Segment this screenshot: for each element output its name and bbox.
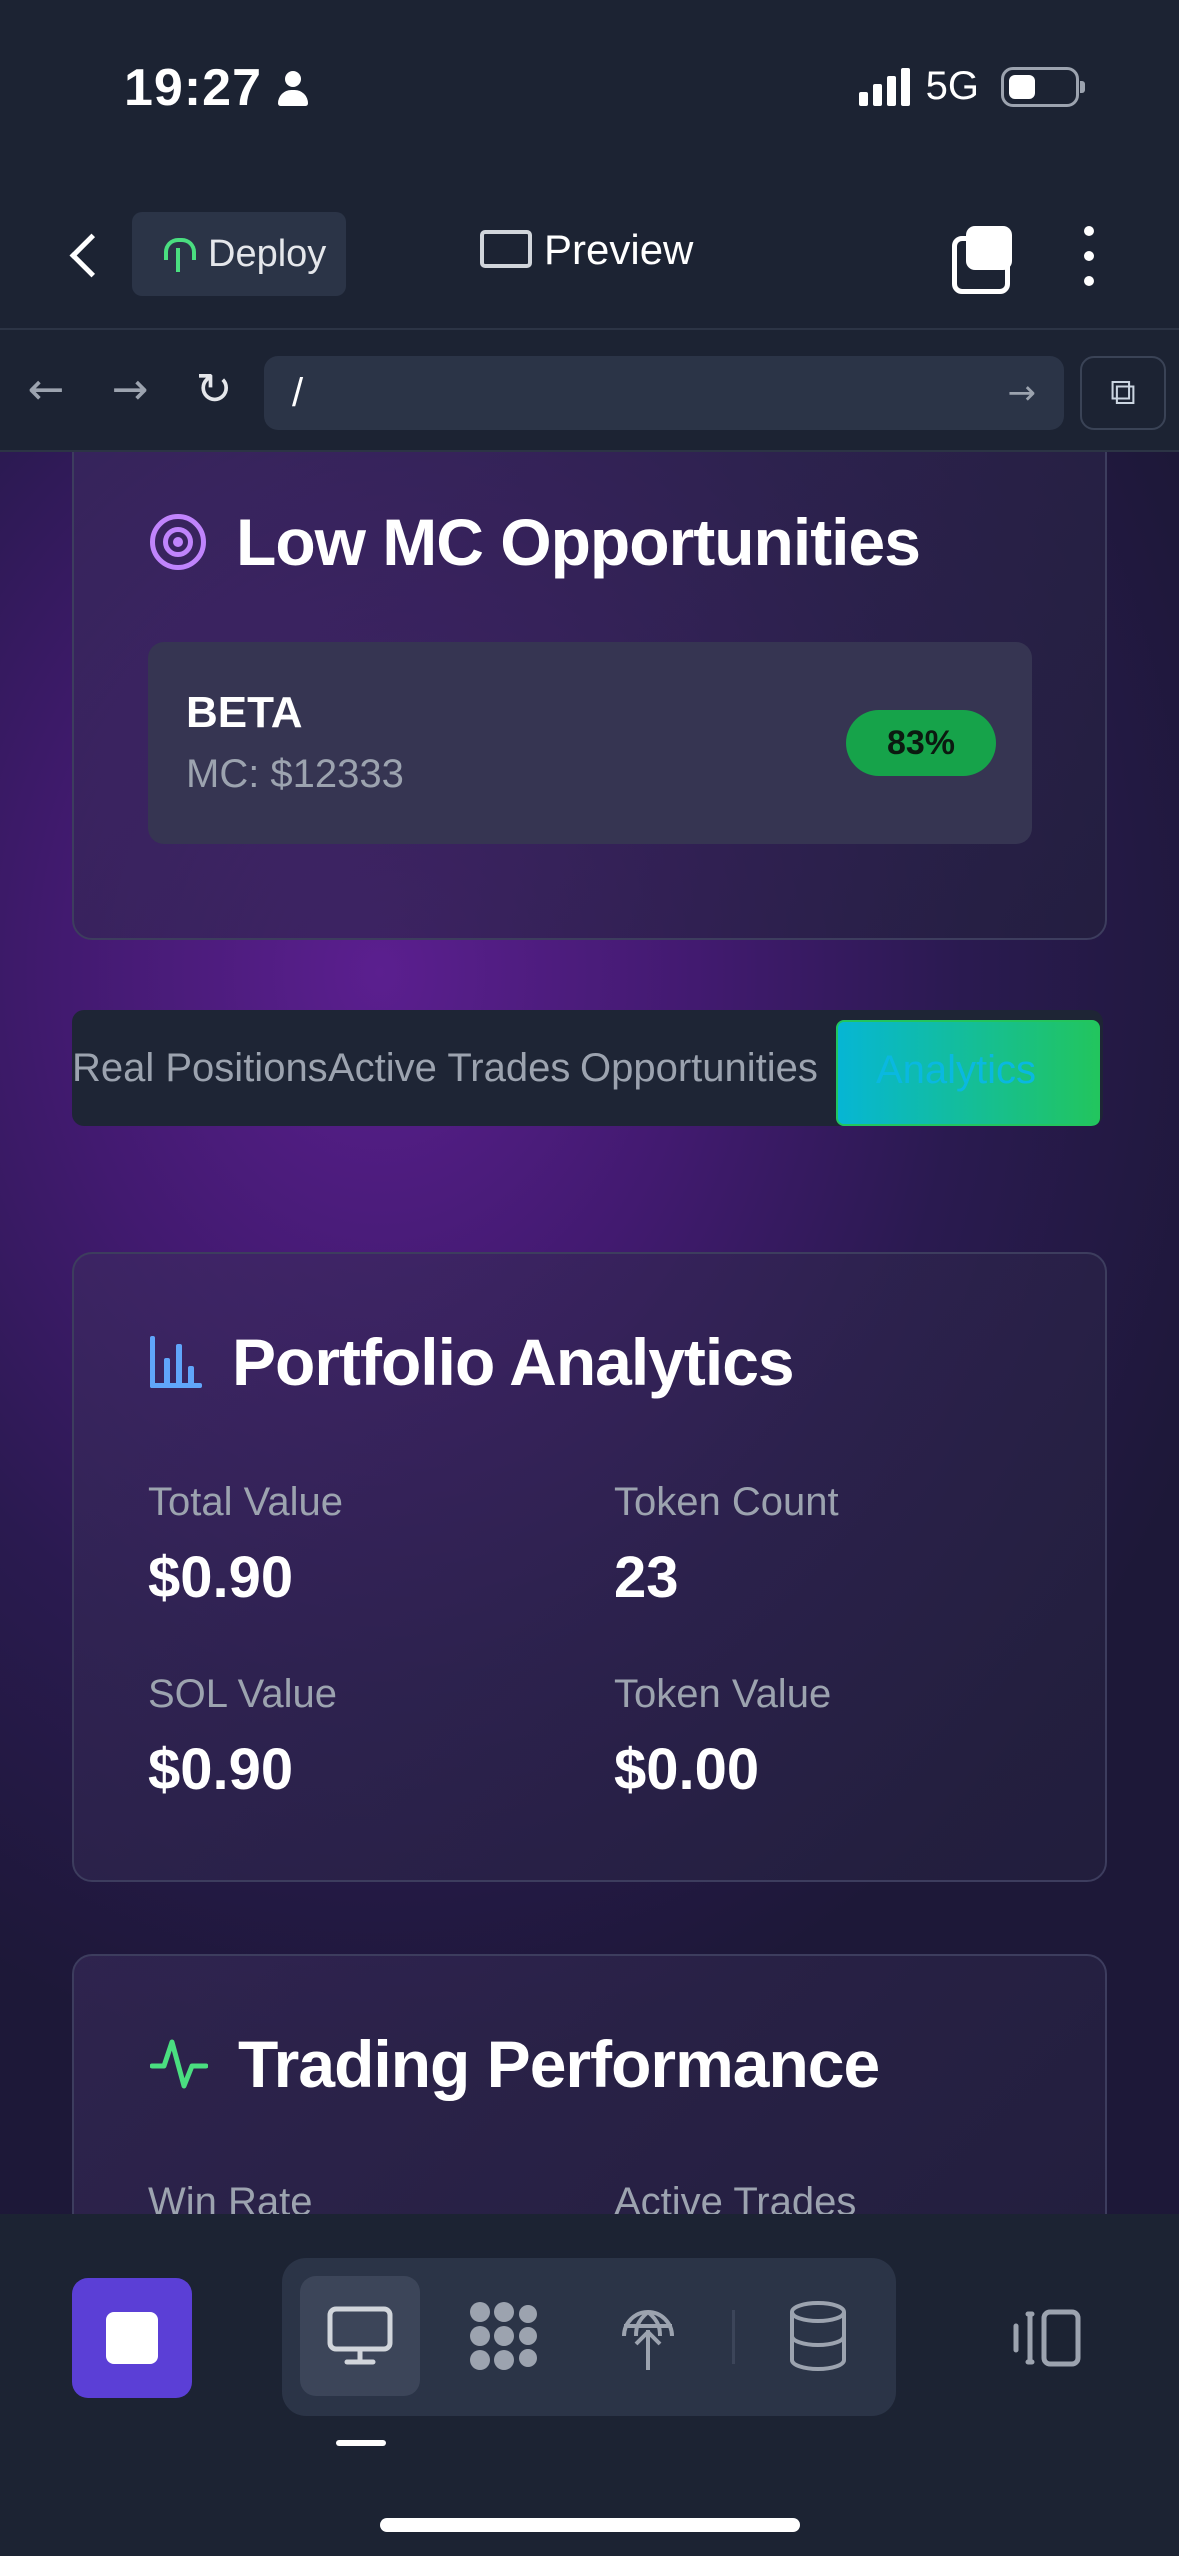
- stat-label-total-value: Total Value: [148, 1480, 343, 1524]
- open-external-icon[interactable]: ⧉: [1080, 356, 1166, 430]
- home-indicator[interactable]: [380, 2518, 800, 2532]
- person-icon: [276, 69, 310, 107]
- performance-title-text: Trading Performance: [238, 2027, 880, 2101]
- deploy-globe-icon: [622, 2310, 674, 2370]
- packages-icon: [470, 2302, 537, 2370]
- tool-group: [282, 2258, 896, 2416]
- clock-time: 19:27: [124, 59, 262, 117]
- stat-label-win-rate: Win Rate: [148, 2180, 313, 2214]
- activity-icon: [150, 2039, 208, 2089]
- url-text: /: [292, 370, 304, 415]
- opportunity-symbol: BETA: [186, 688, 303, 737]
- stat-value-sol-value: $0.90: [148, 1737, 294, 1802]
- performance-card: Trading Performance Win Rate Active Trad…: [72, 1954, 1107, 2214]
- stop-icon[interactable]: [72, 2278, 192, 2398]
- go-arrow-icon[interactable]: →: [1007, 373, 1037, 413]
- performance-title: Trading Performance: [150, 2026, 880, 2102]
- database-tool-button[interactable]: [758, 2276, 878, 2396]
- preview-label: Preview: [544, 226, 694, 273]
- bottom-toolbar: [0, 2214, 1179, 2556]
- deploy-tool-button[interactable]: [588, 2276, 708, 2396]
- battery-icon: [1001, 66, 1085, 107]
- more-icon[interactable]: [1076, 226, 1102, 286]
- stat-value-token-value: $0.00: [614, 1737, 760, 1802]
- opportunity-mc: MC: $12333: [186, 752, 404, 796]
- app-header: Deploy Preview: [0, 180, 1179, 330]
- stat-label-active-trades: Active Trades: [614, 2180, 857, 2214]
- stat-label-token-value: Token Value: [614, 1672, 832, 1716]
- stat-label-sol-value: SOL Value: [148, 1672, 338, 1716]
- reload-icon[interactable]: ↻: [195, 364, 233, 415]
- signal-icon: [858, 67, 910, 106]
- active-tool-indicator: [336, 2440, 386, 2446]
- clock: 19:27: [124, 58, 310, 118]
- tab-active-trades[interactable]: Active Trades: [328, 1046, 571, 1090]
- tab-analytics[interactable]: Analytics: [836, 1020, 1100, 1126]
- analytics-title-text: Portfolio Analytics: [232, 1325, 795, 1399]
- tab-real-positions[interactable]: Real Positions: [72, 1046, 328, 1090]
- back-icon[interactable]: [58, 226, 108, 286]
- monitor-icon: [480, 230, 532, 270]
- opportunities-title: Low MC Opportunities: [150, 504, 921, 580]
- bar-chart-icon: [150, 1336, 202, 1388]
- preview-tool-button[interactable]: [300, 2276, 420, 2396]
- status-indicators: 5G: [858, 64, 1085, 109]
- deploy-button[interactable]: Deploy: [132, 212, 346, 296]
- preview-content: Low MC Opportunities BETA MC: $12333 83%…: [0, 452, 1179, 2214]
- network-label: 5G: [925, 64, 979, 108]
- arrow-right-icon[interactable]: →: [111, 364, 149, 415]
- preview-tab[interactable]: Preview: [480, 226, 693, 274]
- deploy-label: Deploy: [208, 232, 327, 275]
- opportunities-title-text: Low MC Opportunities: [236, 505, 921, 579]
- database-icon: [790, 2301, 846, 2371]
- side-panel-icon[interactable]: [1010, 2308, 1082, 2368]
- tabs-icon[interactable]: [952, 226, 1014, 294]
- stat-label-token-count: Token Count: [614, 1480, 839, 1524]
- status-bar: 19:27 5G: [0, 0, 1179, 180]
- stat-value-total-value: $0.90: [148, 1545, 294, 1610]
- analytics-card: Portfolio Analytics Total Value $0.90 To…: [72, 1252, 1107, 1882]
- target-icon: [150, 514, 206, 570]
- tool-divider: [732, 2310, 735, 2364]
- arrow-left-icon[interactable]: ←: [27, 364, 65, 415]
- opportunity-item[interactable]: BETA MC: $12333 83%: [148, 642, 1032, 844]
- url-input[interactable]: / →: [264, 356, 1064, 430]
- stat-value-token-count: 23: [614, 1545, 679, 1610]
- tab-bar: Real Positions Active Trades Opportuniti…: [72, 1010, 1103, 1126]
- deploy-icon: [162, 236, 196, 272]
- opportunities-card: Low MC Opportunities BETA MC: $12333 83%: [72, 452, 1107, 940]
- analytics-title: Portfolio Analytics: [150, 1324, 795, 1400]
- packages-tool-button[interactable]: [444, 2276, 564, 2396]
- monitor-icon: [327, 2306, 393, 2365]
- browser-bar: ← → ↻ / → ⧉: [0, 332, 1179, 452]
- tab-opportunities[interactable]: Opportunities: [580, 1046, 818, 1090]
- opportunity-score-badge: 83%: [846, 710, 996, 776]
